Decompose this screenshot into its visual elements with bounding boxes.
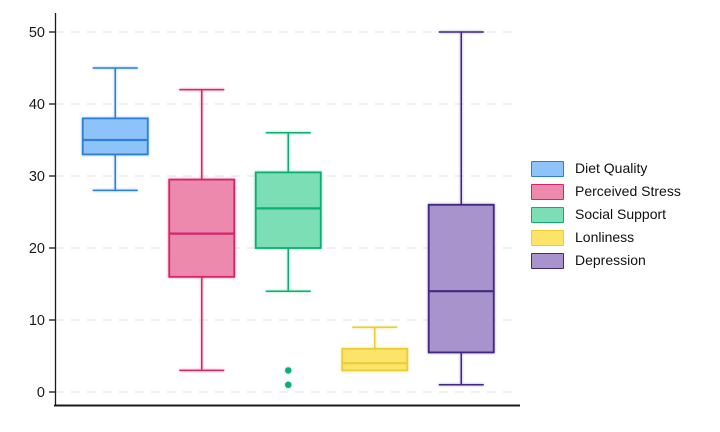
box-group-lonliness bbox=[341, 326, 409, 372]
box-iqr bbox=[168, 178, 236, 278]
y-tick-label-0: 0 bbox=[37, 385, 45, 401]
box-group-perceived-stress bbox=[168, 88, 236, 372]
box-group-depression bbox=[427, 31, 495, 386]
legend-item-depression: Depression bbox=[531, 249, 681, 272]
box-iqr bbox=[341, 347, 409, 372]
box-group-diet-quality bbox=[81, 67, 149, 192]
y-tick-label-10: 10 bbox=[29, 313, 45, 329]
legend-item-diet-quality: Diet Quality bbox=[531, 157, 681, 180]
legend-label-diet-quality: Diet Quality bbox=[575, 160, 648, 176]
y-tick-label-50: 50 bbox=[29, 25, 45, 41]
box-iqr bbox=[81, 117, 149, 156]
legend-item-perceived-stress: Perceived Stress bbox=[531, 180, 681, 203]
box-iqr bbox=[254, 171, 322, 249]
outlier-dot bbox=[285, 367, 292, 374]
y-tick-label-30: 30 bbox=[29, 169, 45, 185]
legend-item-social-support: Social Support bbox=[531, 203, 681, 226]
legend-swatch-lonliness bbox=[531, 229, 564, 246]
outlier-dot bbox=[285, 381, 292, 388]
legend-label-social-support: Social Support bbox=[575, 206, 667, 222]
legend-swatch-perceived-stress bbox=[531, 183, 564, 200]
box-group-social-support bbox=[254, 132, 322, 388]
legend: Diet Quality Perceived Stress Social Suppo… bbox=[531, 157, 681, 272]
legend-label-perceived-stress: Perceived Stress bbox=[575, 183, 681, 199]
legend-swatch-depression bbox=[531, 252, 564, 269]
box-iqr bbox=[427, 203, 495, 354]
legend-swatch-diet-quality bbox=[531, 160, 564, 177]
y-tick-label-40: 40 bbox=[29, 97, 45, 113]
legend-swatch-social-support bbox=[531, 206, 564, 223]
legend-label-lonliness: Lonliness bbox=[575, 229, 635, 245]
legend-label-depression: Depression bbox=[575, 252, 646, 268]
y-tick-label-20: 20 bbox=[29, 241, 45, 257]
legend-item-lonliness: Lonliness bbox=[531, 226, 681, 249]
